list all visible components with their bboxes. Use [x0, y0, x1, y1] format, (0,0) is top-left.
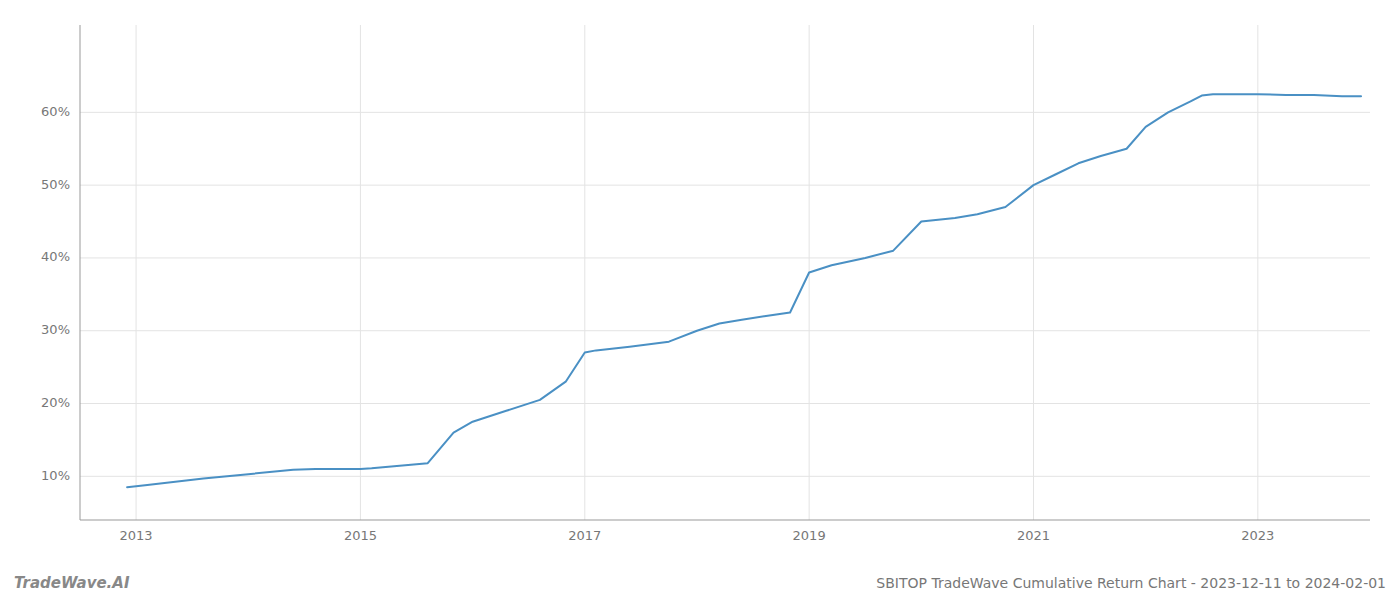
x-grid-line [584, 25, 585, 520]
y-tick-label: 10% [41, 468, 70, 483]
y-grid-line [80, 112, 1370, 113]
plot-area [127, 94, 1361, 487]
grid [80, 25, 1370, 520]
x-tick-label: 2013 [120, 528, 153, 543]
watermark: TradeWave.AI [14, 574, 130, 592]
y-tick-label: 30% [41, 322, 70, 337]
title: SBITOP TradeWave Cumulative Return Chart… [876, 575, 1386, 591]
y-tick-label: 60% [41, 104, 70, 119]
data-line [127, 94, 1361, 487]
y-tick-label: 50% [41, 177, 70, 192]
x-axis-line [80, 520, 1370, 521]
y-grid-line [80, 403, 1370, 404]
x-tick-label: 2017 [568, 528, 601, 543]
axes: 10% 20% 30% 40% 50% 60% 2013 2015 2017 2019 2021 20… [41, 25, 1370, 543]
x-grid-line [136, 25, 137, 520]
x-grid-line [1257, 25, 1258, 520]
chart: 10% 20% 30% 40% 50% 60% 2013 2015 2017 2019 2021 20… [0, 0, 1400, 600]
y-tick-label: 20% [41, 395, 70, 410]
x-grid-line [360, 25, 361, 520]
y-grid-line [80, 185, 1370, 186]
y-grid-line [80, 330, 1370, 331]
x-grid-line [1033, 25, 1034, 520]
x-tick-label: 2023 [1241, 528, 1274, 543]
x-tick-label: 2019 [793, 528, 826, 543]
x-tick-label: 2015 [344, 528, 377, 543]
y-grid-line [80, 476, 1370, 477]
y-grid-line [80, 257, 1370, 258]
y-tick-label: 40% [41, 249, 70, 264]
x-tick-label: 2021 [1017, 528, 1050, 543]
y-axis-line [80, 25, 81, 520]
